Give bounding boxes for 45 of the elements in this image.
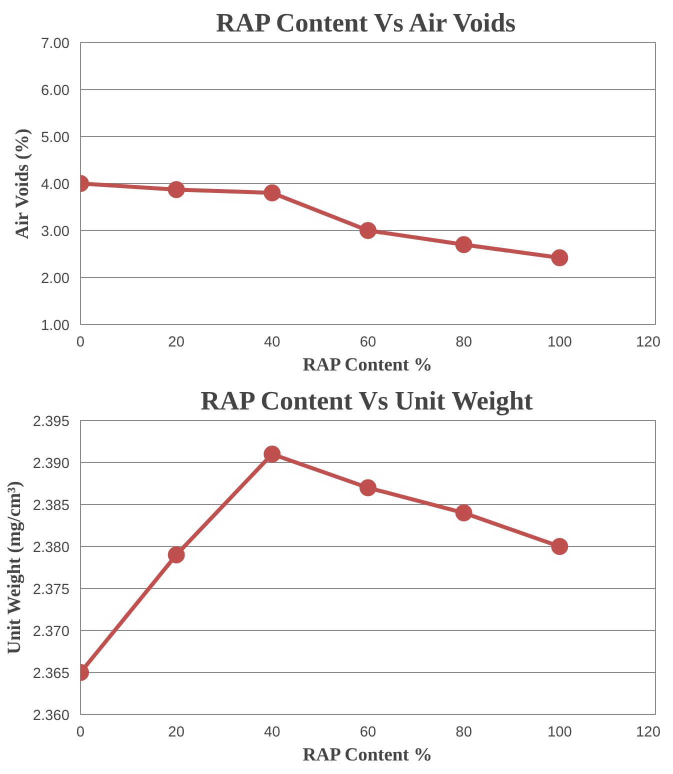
x-tick-label: 0 bbox=[76, 724, 85, 740]
point bbox=[455, 236, 472, 254]
point bbox=[264, 184, 281, 202]
x-axis-title: RAP Content % bbox=[302, 744, 432, 766]
y-tick-label: 1.00 bbox=[40, 318, 70, 334]
y-tick-label: 2.360 bbox=[32, 708, 70, 724]
x-tick-label: 40 bbox=[264, 724, 280, 740]
y-tick-label: 2.370 bbox=[32, 624, 70, 640]
chart-title: RAP Content Vs Unit Weight bbox=[200, 386, 534, 416]
y-tick-label: 5.00 bbox=[40, 130, 70, 146]
point bbox=[360, 222, 376, 239]
x-tick-label: 20 bbox=[168, 334, 184, 350]
y-tick-label: 2.380 bbox=[32, 540, 70, 556]
point bbox=[455, 504, 472, 522]
y-tick-label: 2.365 bbox=[32, 666, 70, 682]
y-tick-label: 3.00 bbox=[40, 224, 70, 240]
point bbox=[360, 479, 376, 496]
y-tick-label: 2.00 bbox=[40, 271, 70, 287]
y-axis-title: Air Voids (%) bbox=[12, 128, 33, 240]
point bbox=[551, 249, 568, 266]
x-tick-label: 60 bbox=[360, 724, 376, 740]
x-tick-label: 40 bbox=[264, 334, 280, 350]
y-tick-label: 7.00 bbox=[40, 36, 70, 52]
point bbox=[168, 546, 185, 564]
x-tick-label: 80 bbox=[456, 334, 472, 350]
x-tick-label: 120 bbox=[636, 724, 661, 740]
y-tick-label: 2.390 bbox=[32, 456, 70, 472]
x-tick-label: 100 bbox=[547, 724, 572, 740]
y-tick-label: 2.395 bbox=[32, 414, 70, 430]
y-tick-label: 4.00 bbox=[40, 177, 70, 193]
chart-title: RAP Content Vs Air Voids bbox=[216, 8, 516, 38]
point bbox=[551, 538, 568, 555]
x-tick-label: 60 bbox=[360, 334, 376, 350]
x-tick-label: 20 bbox=[168, 724, 184, 740]
y-tick-label: 2.375 bbox=[32, 582, 70, 598]
x-tick-label: 80 bbox=[456, 724, 472, 740]
y-tick-label: 6.00 bbox=[40, 83, 70, 99]
x-tick-label: 100 bbox=[547, 334, 572, 350]
y-axis-title: Unit Weight (mg/cm³) bbox=[4, 481, 25, 654]
y-tick-label: 2.385 bbox=[32, 498, 70, 514]
point bbox=[264, 446, 281, 463]
point bbox=[168, 181, 185, 198]
x-tick-label: 0 bbox=[76, 334, 85, 350]
x-tick-label: 120 bbox=[636, 334, 661, 350]
x-axis-title: RAP Content % bbox=[302, 354, 432, 376]
